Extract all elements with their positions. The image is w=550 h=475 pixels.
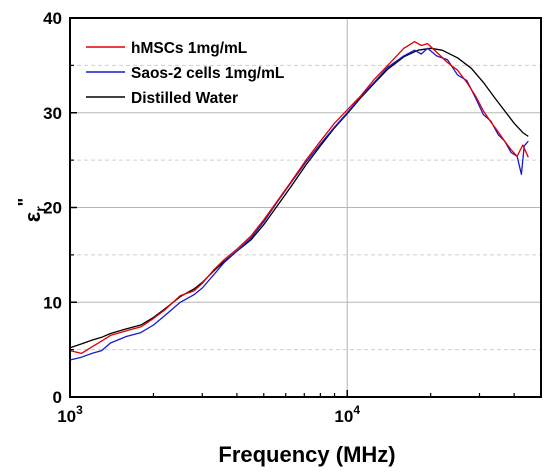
series-layer <box>69 41 529 361</box>
series-line-1 <box>69 41 529 355</box>
y-tick-label: 10 <box>43 293 62 312</box>
x-tick-label: 103 <box>57 403 83 426</box>
x-axis-title: Frequency (MHz) <box>218 442 395 467</box>
legend-label-2: Saos-2 cells 1mg/mL <box>131 65 284 82</box>
legend-label-3: Distilled Water <box>131 90 238 107</box>
y-tick-label: 20 <box>43 199 62 218</box>
y-axis-title-sup: " <box>15 198 35 207</box>
x-tick-label: 104 <box>334 403 360 426</box>
legend-label-1: hMSCs 1mg/mL <box>131 40 247 57</box>
y-tick-label: 40 <box>43 9 62 28</box>
y-axis-title: εr" <box>15 198 48 222</box>
y-tick-label: 0 <box>53 388 62 407</box>
y-tick-label: 30 <box>43 104 62 123</box>
axis-ticks: 0 10 20 30 40 103 104 <box>43 9 542 426</box>
y-axis-title-sub: r <box>32 206 48 212</box>
y-axis-title-base: ε <box>20 211 45 222</box>
legend: hMSCs 1mg/mL Saos-2 cells 1mg/mL Distilled… <box>86 40 284 107</box>
series-line-3 <box>69 47 529 349</box>
